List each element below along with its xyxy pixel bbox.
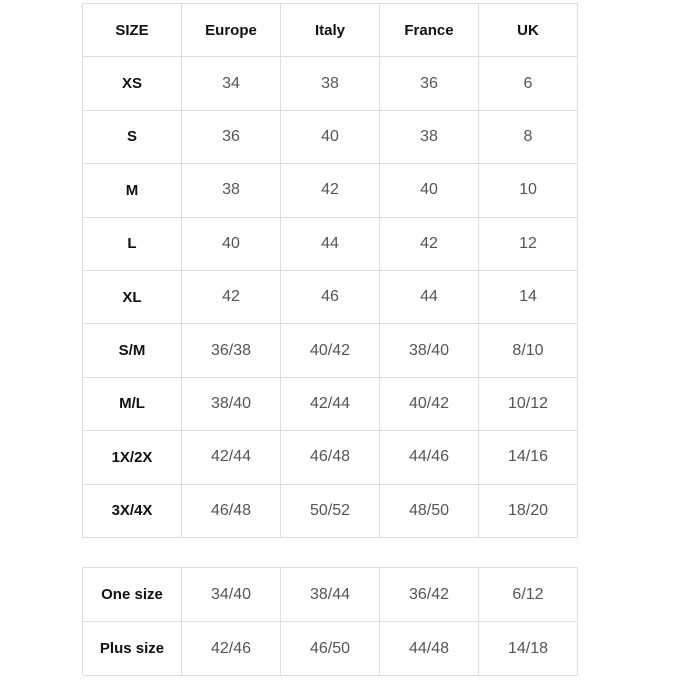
value-cell: 14 [478, 269, 578, 325]
table-row: 1X/2X 42/44 46/48 44/46 14/16 [82, 430, 578, 485]
value-cell: 44 [280, 216, 380, 271]
value-cell: 46 [280, 269, 380, 325]
value-cell: 42/44 [181, 430, 281, 485]
header-cell: SIZE [82, 2, 182, 58]
table-row: L 40 44 42 12 [82, 216, 578, 271]
size-cell: M [82, 163, 182, 218]
table-row: M/L 38/40 42/44 40/42 10/12 [82, 376, 578, 432]
value-cell: 48/50 [379, 483, 479, 538]
value-cell: 38/44 [280, 567, 380, 622]
value-cell: 40 [181, 216, 281, 271]
table-row: S 36 40 38 8 [82, 109, 578, 165]
size-cell: XS [82, 56, 182, 111]
table-row: 3X/4X 46/48 50/52 48/50 18/20 [82, 483, 578, 538]
size-cell: S [82, 109, 182, 165]
size-cell: S/M [82, 323, 182, 378]
value-cell: 44 [379, 269, 479, 325]
value-cell: 42/46 [181, 621, 281, 676]
value-cell: 44/46 [379, 430, 479, 485]
size-cell: 3X/4X [82, 483, 182, 538]
value-cell: 34 [181, 56, 281, 111]
value-cell: 38 [181, 163, 281, 218]
table-row: Plus size 42/46 46/50 44/48 14/18 [82, 621, 578, 676]
value-cell: 10 [478, 163, 578, 218]
value-cell: 14/16 [478, 430, 578, 485]
value-cell: 38/40 [181, 376, 281, 432]
value-cell: 36/42 [379, 567, 479, 622]
value-cell: 34/40 [181, 567, 281, 622]
table-row: M 38 42 40 10 [82, 163, 578, 218]
value-cell: 10/12 [478, 376, 578, 432]
value-cell: 18/20 [478, 483, 578, 538]
table-row: S/M 36/38 40/42 38/40 8/10 [82, 323, 578, 378]
value-cell: 38 [379, 109, 479, 165]
size-cell: 1X/2X [82, 430, 182, 485]
value-cell: 14/18 [478, 621, 578, 676]
value-cell: 42 [181, 269, 281, 325]
value-cell: 8/10 [478, 323, 578, 378]
size-cell: L [82, 216, 182, 271]
value-cell: 42/44 [280, 376, 380, 432]
header-cell: Europe [181, 2, 281, 58]
value-cell: 40/42 [280, 323, 380, 378]
size-cell: One size [82, 567, 182, 622]
value-cell: 38 [280, 56, 380, 111]
value-cell: 50/52 [280, 483, 380, 538]
extra-size-table: One size 34/40 38/44 36/42 6/12 Plus size 42/4… [82, 567, 578, 676]
header-cell: UK [478, 2, 578, 58]
value-cell: 42 [379, 216, 479, 271]
table-row: XL 42 46 44 14 [82, 269, 578, 325]
table-row: XS 34 38 36 6 [82, 56, 578, 111]
value-cell: 46/48 [181, 483, 281, 538]
value-cell: 12 [478, 216, 578, 271]
value-cell: 44/48 [379, 621, 479, 676]
size-cell: M/L [82, 376, 182, 432]
size-cell: XL [82, 269, 182, 325]
value-cell: 8 [478, 109, 578, 165]
value-cell: 36 [181, 109, 281, 165]
value-cell: 36/38 [181, 323, 281, 378]
header-row: SIZE Europe Italy France UK [82, 2, 578, 58]
value-cell: 42 [280, 163, 380, 218]
header-cell: Italy [280, 2, 380, 58]
value-cell: 40 [280, 109, 380, 165]
value-cell: 36 [379, 56, 479, 111]
value-cell: 40/42 [379, 376, 479, 432]
value-cell: 6 [478, 56, 578, 111]
size-cell: Plus size [82, 621, 182, 676]
size-table: SIZE Europe Italy France UK XS 34 38 36 6 S 36 40 38 8… [82, 2, 578, 538]
value-cell: 38/40 [379, 323, 479, 378]
value-cell: 40 [379, 163, 479, 218]
value-cell: 46/48 [280, 430, 380, 485]
value-cell: 46/50 [280, 621, 380, 676]
table-row: One size 34/40 38/44 36/42 6/12 [82, 567, 578, 622]
value-cell: 6/12 [478, 567, 578, 622]
header-cell: France [379, 2, 479, 58]
